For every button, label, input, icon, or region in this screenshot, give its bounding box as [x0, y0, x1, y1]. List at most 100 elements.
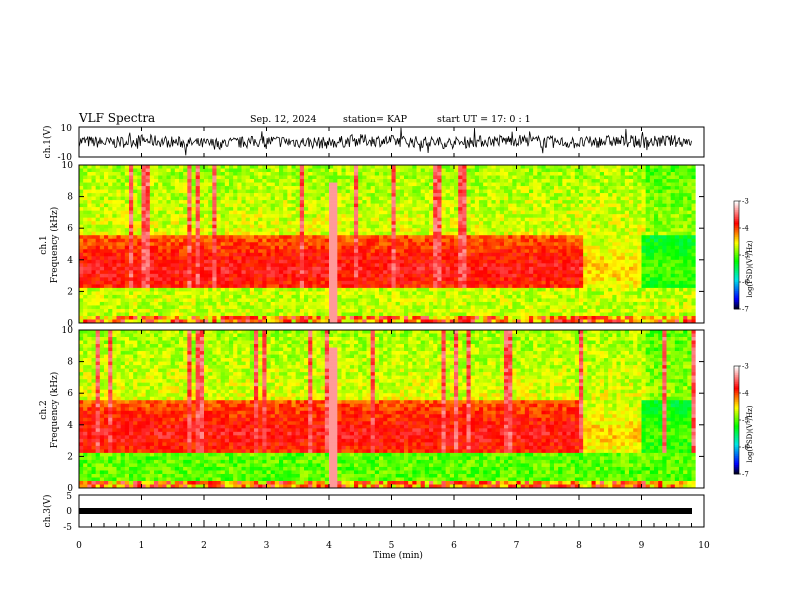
- spectrogram-cell: [270, 214, 276, 218]
- spectrogram-cell: [270, 287, 276, 292]
- spectrogram-cell: [283, 315, 288, 320]
- spectrogram-cell: [274, 294, 280, 299]
- spectrogram-cell: [504, 207, 509, 211]
- spectrogram-cell: [349, 165, 355, 169]
- spectrogram-cell: [304, 287, 309, 292]
- spectrogram-cell: [195, 305, 201, 310]
- spectrogram-cell: [399, 193, 405, 197]
- spectrogram-cell: [179, 210, 184, 215]
- spectrogram-cell: [354, 221, 359, 225]
- spectrogram-cell: [408, 175, 413, 180]
- spectrogram-cell: [266, 280, 271, 285]
- spectrogram-cell: [174, 280, 180, 285]
- spectrogram-cell: [349, 182, 355, 187]
- spectrogram-cell: [116, 308, 121, 313]
- spectrogram-cell: [241, 319, 246, 324]
- spectrogram-cell: [245, 277, 251, 282]
- spectrogram-cell: [462, 207, 467, 211]
- spectrogram-cell: [120, 175, 126, 180]
- spectrogram-cell: [174, 305, 180, 310]
- spectrogram-cell: [224, 291, 230, 296]
- spectrogram-cell: [324, 259, 330, 264]
- spectrogram-cell: [441, 179, 446, 183]
- spectrogram-cell: [354, 228, 359, 233]
- spectrogram-cell: [245, 168, 251, 173]
- spectrogram-cell: [137, 196, 142, 201]
- spectrogram-cell: [458, 182, 463, 187]
- spectrogram-cell: [462, 238, 467, 243]
- spectrogram-cell: [508, 270, 513, 275]
- spectrogram-cell: [124, 235, 130, 240]
- spectrogram-cell: [283, 214, 288, 218]
- spectrogram-cell: [312, 238, 317, 243]
- spectrogram-cell: [258, 270, 263, 275]
- spectrogram-cell: [95, 280, 101, 285]
- spectrogram-cell: [262, 172, 267, 176]
- spectrogram-cell: [274, 312, 280, 317]
- spectrogram-cell: [408, 308, 413, 313]
- spectrogram-cell: [166, 315, 171, 320]
- spectrogram-cell: [512, 200, 517, 204]
- spectrogram-cell: [437, 291, 442, 296]
- spectrogram-cell: [312, 280, 317, 285]
- spectrogram-cell: [166, 193, 171, 197]
- spectrogram-cell: [112, 196, 117, 201]
- spectrogram-cell: [187, 294, 192, 299]
- spectrogram-cell: [170, 217, 176, 222]
- spectrogram-cell: [316, 217, 321, 222]
- spectrogram-cell: [216, 273, 221, 278]
- spectrogram-cell: [133, 210, 138, 215]
- spectrogram-cell: [524, 287, 530, 292]
- spectrogram-cell: [99, 172, 105, 176]
- spectrogram-cell: [229, 277, 234, 282]
- spectrogram-cell: [179, 224, 184, 229]
- spectrogram-cell: [458, 179, 463, 183]
- spectrogram-cell: [441, 172, 446, 176]
- spectrogram-cell: [516, 308, 521, 313]
- spectrogram-cell: [445, 235, 451, 240]
- spectrogram-cell: [362, 214, 367, 218]
- spectrogram-cell: [379, 266, 384, 271]
- spectrogram-cell: [158, 266, 163, 271]
- spectrogram-cell: [454, 189, 459, 194]
- spectrogram-cell: [274, 301, 280, 306]
- spectrogram-cell: [395, 175, 401, 180]
- spectrogram-cell: [479, 242, 484, 247]
- spectrogram-cell: [83, 305, 88, 310]
- spectrogram-cell: [345, 245, 351, 250]
- spectrogram-cell: [391, 182, 396, 187]
- spectrogram-cell: [266, 175, 271, 180]
- spectrogram-cell: [479, 291, 484, 296]
- spectrogram-cell: [512, 186, 517, 190]
- spectrogram-cell: [474, 259, 480, 264]
- spectrogram-cell: [166, 305, 171, 310]
- spectrogram-cell: [349, 266, 355, 271]
- spectrogram-cell: [445, 224, 451, 229]
- spectrogram-cell: [191, 252, 196, 257]
- spectrogram-cell: [237, 168, 242, 173]
- spectrogram-cell: [229, 280, 234, 285]
- spectrogram-cell: [95, 294, 101, 299]
- spectrogram-cell: [374, 277, 380, 282]
- spectrogram-cell: [145, 270, 151, 275]
- spectrogram-cell: [412, 224, 417, 229]
- spectrogram-cell: [195, 277, 201, 282]
- spectrogram-cell: [508, 221, 513, 225]
- spectrogram-cell: [187, 200, 192, 204]
- ch1-ytick-bottom: -10: [58, 153, 73, 163]
- spectrogram-cell: [374, 305, 380, 310]
- spectrogram-cell: [120, 203, 126, 208]
- spectrogram-cell: [120, 168, 126, 173]
- spectrogram-cell: [433, 287, 438, 292]
- spectrogram-cell: [112, 172, 117, 176]
- spectrogram-cell: [324, 301, 330, 306]
- spectrogram-cell: [87, 196, 92, 201]
- spectrogram-cell: [179, 217, 184, 222]
- spectrogram-cell: [124, 245, 130, 250]
- spectrogram-cell: [208, 168, 213, 173]
- spectrogram-cell: [508, 168, 513, 173]
- spectrogram-cell: [445, 301, 451, 306]
- spectrogram-cell: [299, 280, 305, 285]
- spectrogram-cell: [154, 228, 159, 233]
- spectrogram-cell: [137, 263, 142, 268]
